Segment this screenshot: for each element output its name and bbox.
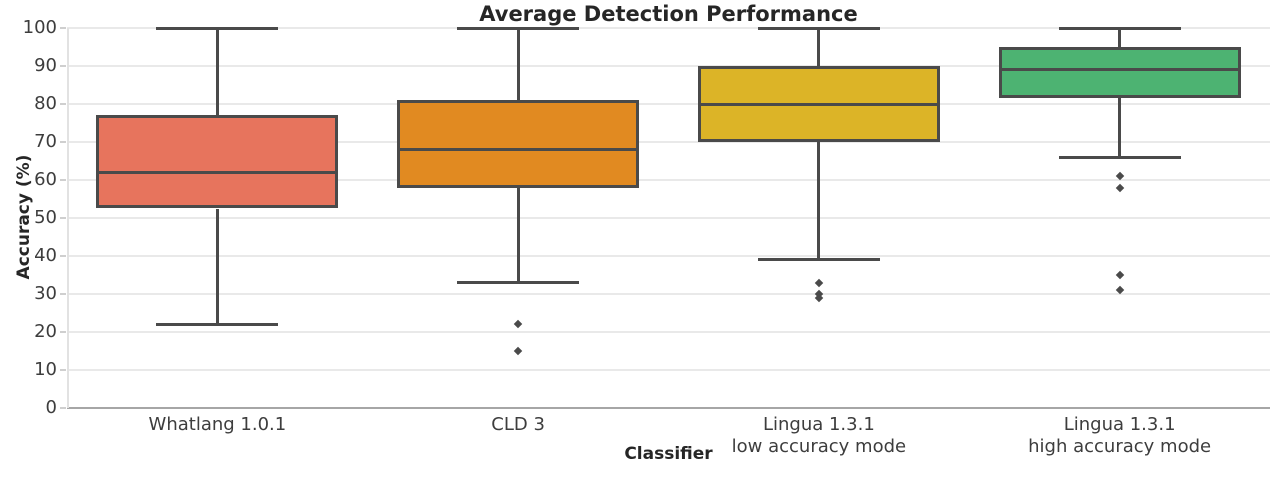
y-tick-mark	[60, 293, 66, 295]
gridline	[67, 103, 1270, 105]
y-tick-mark	[60, 407, 66, 409]
box-lingua-1-3-1-high-accuracy-median-line	[1001, 68, 1238, 72]
box-cld-3-lower-whisker-line	[516, 187, 520, 283]
box-whatlang-1-0-1-rect	[96, 115, 339, 209]
y-tick-label: 60	[34, 169, 57, 190]
box-lingua-1-3-1-high-accuracy-lower-whisker-cap	[1058, 155, 1181, 159]
y-tick-mark	[60, 141, 66, 143]
box-lingua-1-3-1-high-accuracy-rect	[998, 47, 1241, 99]
gridline	[67, 141, 1270, 143]
y-tick-label: 100	[22, 17, 57, 38]
x-tick-label: CLD 3	[491, 414, 545, 435]
y-tick-label: 80	[34, 93, 57, 114]
box-lingua-1-3-1-high-accuracy-upper-whisker-cap	[1058, 26, 1181, 30]
box-lingua-1-3-1-high-accuracy-lower-whisker-line	[1118, 98, 1122, 158]
box-lingua-1-3-1-low-accuracy-lower-whisker-cap	[757, 258, 880, 262]
x-axis-label: Classifier	[624, 444, 713, 464]
x-tick-label: Lingua 1.3.1 high accuracy mode	[1028, 414, 1212, 457]
gridline	[67, 293, 1270, 295]
y-tick-label: 10	[34, 359, 57, 380]
gridline	[67, 65, 1270, 67]
box-lingua-1-3-1-low-accuracy-median-line	[700, 102, 937, 106]
y-tick-label: 70	[34, 131, 57, 152]
box-cld-3-outlier-point	[513, 320, 523, 329]
x-tick-label: Lingua 1.3.1 low accuracy mode	[731, 414, 907, 457]
y-tick-mark	[60, 369, 66, 371]
y-tick-label: 20	[34, 321, 57, 342]
box-whatlang-1-0-1-upper-whisker-cap	[156, 26, 279, 30]
y-tick-label: 90	[34, 55, 57, 76]
box-whatlang-1-0-1-upper-whisker-line	[215, 28, 219, 116]
box-whatlang-1-0-1-median-line	[99, 170, 336, 174]
box-lingua-1-3-1-low-accuracy-upper-whisker-line	[817, 28, 821, 66]
gridline	[67, 331, 1270, 333]
chart-title: Average Detection Performance	[479, 2, 858, 26]
gridline	[67, 217, 1270, 219]
box-lingua-1-3-1-low-accuracy-lower-whisker-line	[817, 142, 821, 260]
box-cld-3-upper-whisker-cap	[457, 26, 580, 30]
gridline	[67, 27, 1270, 29]
y-tick-mark	[60, 255, 66, 257]
y-tick-mark	[60, 217, 66, 219]
y-axis-line	[67, 28, 69, 408]
y-tick-label: 0	[45, 397, 57, 418]
box-lingua-1-3-1-low-accuracy-outlier-point	[814, 278, 824, 287]
gridline	[67, 179, 1270, 181]
x-tick-label: Whatlang 1.0.1	[148, 414, 287, 435]
y-tick-mark	[60, 179, 66, 181]
box-whatlang-1-0-1-lower-whisker-line	[215, 208, 219, 325]
y-tick-mark	[60, 27, 66, 29]
box-whatlang-1-0-1-lower-whisker-cap	[156, 322, 279, 326]
box-cld-3-rect	[397, 100, 640, 188]
box-cld-3-lower-whisker-cap	[457, 281, 580, 285]
x-axis-line	[67, 407, 1270, 409]
box-lingua-1-3-1-high-accuracy-outlier-point	[1115, 270, 1124, 280]
y-tick-label: 50	[34, 207, 57, 228]
box-lingua-1-3-1-high-accuracy-upper-whisker-line	[1118, 28, 1122, 47]
y-tick-mark	[60, 65, 66, 67]
y-tick-label: 40	[34, 245, 57, 266]
gridline	[67, 369, 1270, 371]
gridline	[67, 255, 1270, 257]
box-cld-3-upper-whisker-line	[516, 28, 520, 101]
y-tick-label: 30	[34, 283, 57, 304]
y-tick-mark	[60, 103, 66, 105]
y-tick-mark	[60, 331, 66, 333]
box-lingua-1-3-1-low-accuracy-upper-whisker-cap	[757, 26, 880, 30]
box-cld-3-median-line	[400, 148, 637, 152]
box-cld-3-outlier-point	[513, 346, 523, 356]
box-lingua-1-3-1-high-accuracy-outlier-point	[1115, 183, 1124, 192]
